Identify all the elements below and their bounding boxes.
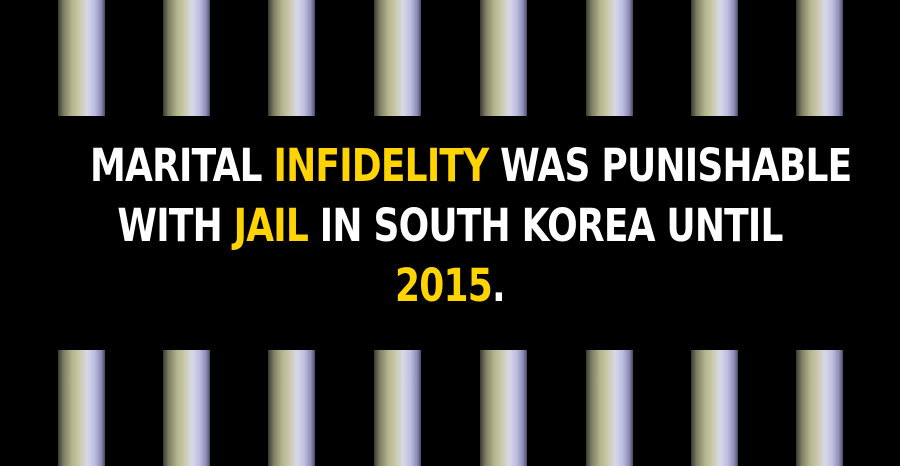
fact-caption: MARITAL INFIDELITY WAS PUNISHABLE WITH J…: [90, 136, 852, 316]
caption-text: IN SOUTH KOREA UNTIL: [308, 199, 784, 252]
jail-bar: [796, 350, 843, 466]
jail-bar: [374, 0, 421, 116]
caption-text: MARITAL: [90, 139, 274, 192]
bottom-jail-bars: [0, 350, 900, 466]
jail-bar: [586, 0, 633, 116]
jail-bar: [163, 0, 210, 116]
caption-text: WAS PUNISHABLE: [488, 139, 852, 192]
caption-text: .: [492, 259, 506, 312]
caption-line-1: MARITAL INFIDELITY WAS PUNISHABLE: [90, 136, 852, 196]
top-jail-bars: [0, 0, 900, 116]
caption-text: WITH: [117, 199, 234, 252]
caption-line-3: 2015.: [90, 256, 810, 316]
jail-bar: [58, 350, 105, 466]
jail-bar: [58, 0, 105, 116]
jail-bar: [268, 0, 315, 116]
jail-bar: [796, 0, 843, 116]
caption-highlight: INFIDELITY: [273, 139, 490, 192]
jail-bar: [691, 350, 738, 466]
jail-bar: [691, 0, 738, 116]
jail-bar: [374, 350, 421, 466]
jail-bar: [480, 0, 527, 116]
jail-bar: [268, 350, 315, 466]
caption-highlight: JAIL: [233, 199, 309, 252]
jail-bar: [480, 350, 527, 466]
jail-bar: [586, 350, 633, 466]
jail-bar: [163, 350, 210, 466]
caption-line-2: WITH JAIL IN SOUTH KOREA UNTIL: [90, 196, 810, 256]
caption-highlight: 2015: [395, 259, 493, 312]
